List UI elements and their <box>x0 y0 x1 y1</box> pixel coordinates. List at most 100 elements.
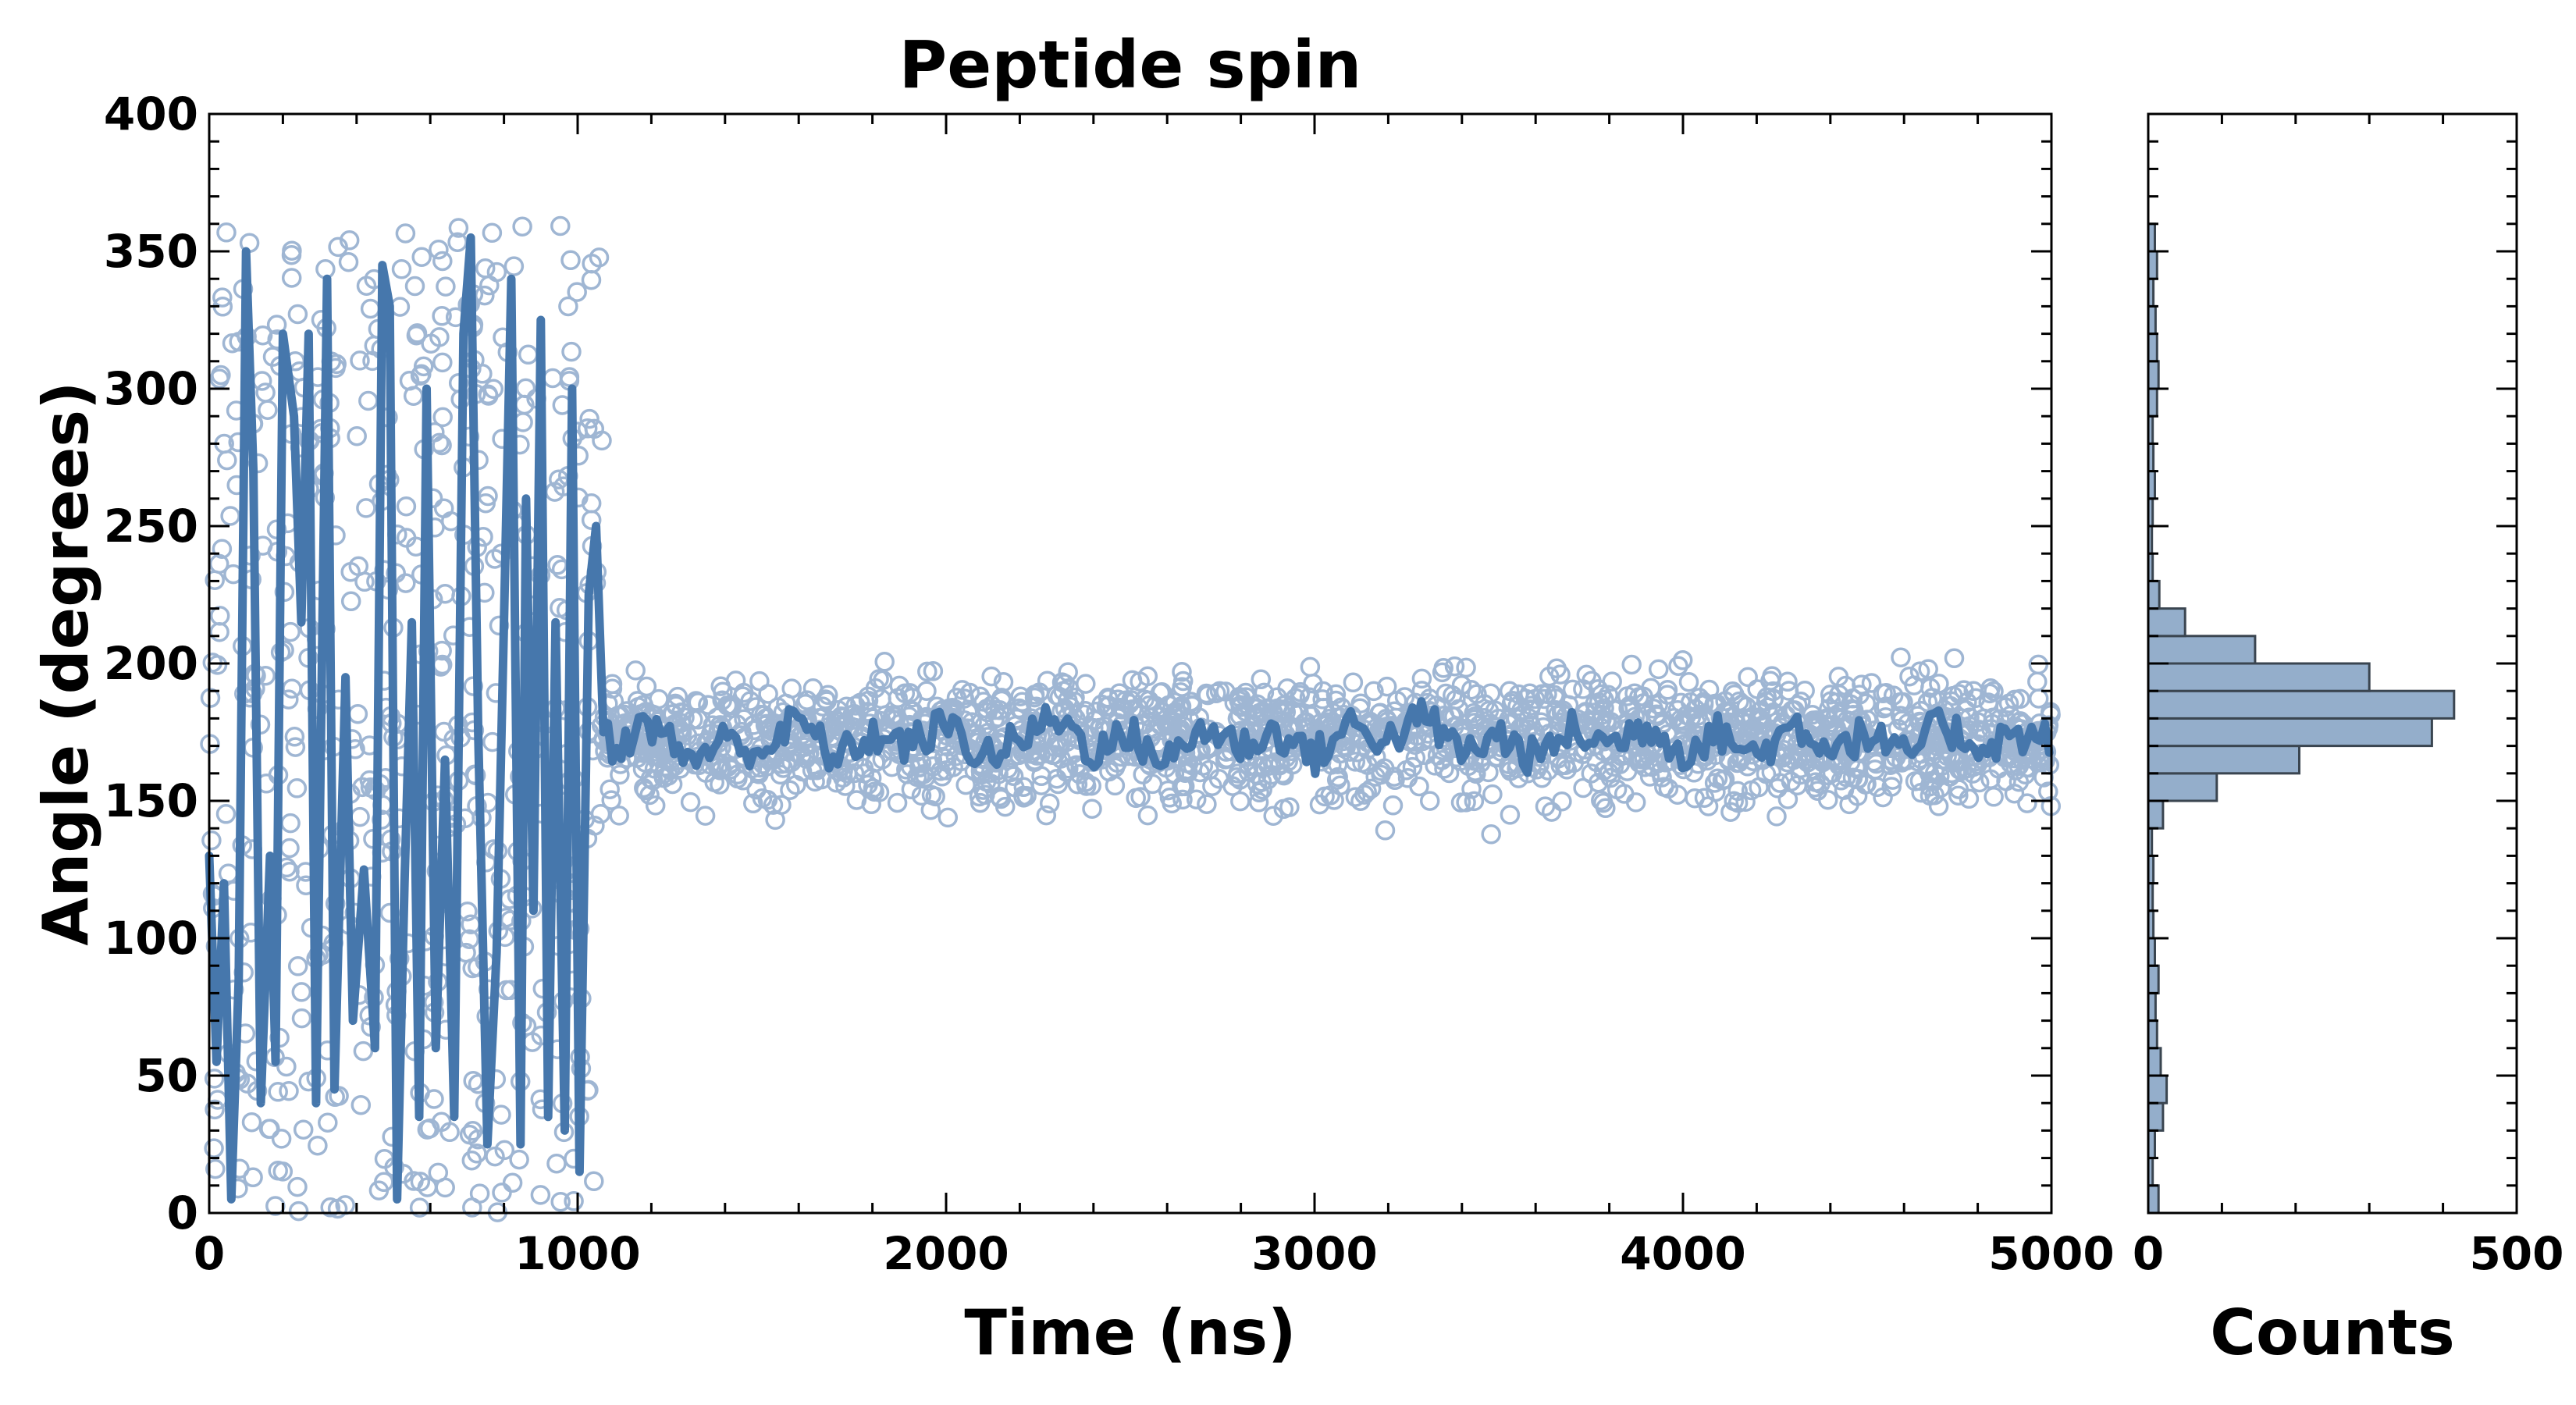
scatter-point <box>1013 777 1034 798</box>
scatter-point <box>1873 698 1894 719</box>
scatter-point <box>512 216 532 237</box>
scatter-point <box>1836 767 1856 788</box>
scatter-point <box>543 368 563 389</box>
scatter-point <box>432 352 453 373</box>
scatter-point <box>1464 791 1485 812</box>
smoothed-trace <box>205 233 2054 1204</box>
scatter-point <box>216 222 237 243</box>
scatter-point <box>2017 793 2037 813</box>
scatter-point <box>479 275 500 296</box>
scatter-point <box>1585 693 1605 714</box>
scatter-point <box>1251 669 1272 690</box>
scatter-point <box>291 1008 312 1029</box>
scatter-point <box>329 1086 349 1106</box>
scatter-point <box>340 591 361 612</box>
scatter-point <box>740 691 760 711</box>
scatter-point <box>850 692 870 713</box>
scatter-point <box>201 830 222 851</box>
scatter-point <box>208 1090 228 1110</box>
scatter-point <box>1849 685 1870 705</box>
scatter-point <box>728 768 748 789</box>
scatter-point <box>938 807 959 828</box>
scatter-point <box>1959 707 1980 727</box>
scatter-point <box>1039 793 1060 814</box>
histogram-bar <box>2147 387 2158 418</box>
scatter-point <box>1461 779 1482 799</box>
y-tick-label: 250 <box>104 500 198 553</box>
scatter-point <box>1883 685 1904 706</box>
scatter-point <box>601 790 621 810</box>
scatter-point <box>797 690 817 710</box>
scatter-point <box>719 695 740 716</box>
scatter-point <box>635 780 656 801</box>
scatter-point <box>347 425 367 446</box>
scatter-point <box>518 344 539 365</box>
histogram-bar <box>2147 689 2456 720</box>
main-plot-frame <box>208 112 2053 1215</box>
scatter-point <box>560 250 581 271</box>
scatter-point <box>1724 685 1745 705</box>
scatter-point <box>1248 792 1269 813</box>
scatter-point <box>399 371 420 391</box>
histogram-bar <box>2147 1101 2165 1132</box>
histogram-bar <box>2147 1074 2169 1104</box>
scatter-point <box>478 486 498 507</box>
scatter-point <box>258 400 278 420</box>
y-tick-label: 50 <box>135 1049 198 1102</box>
scatter-point <box>482 222 503 244</box>
scatter-point <box>328 237 348 258</box>
scatter-point <box>644 759 665 779</box>
scatter-point <box>1126 788 1146 809</box>
scatter-point <box>592 430 612 451</box>
scatter-point <box>1419 791 1440 811</box>
scatter-point <box>917 661 938 682</box>
scatter-point <box>636 676 657 697</box>
scatter-point <box>492 1183 512 1203</box>
scatter-point <box>837 763 858 784</box>
scatter-point <box>639 784 660 806</box>
scatter-point <box>550 215 571 237</box>
scatter-point <box>1272 763 1293 784</box>
scatter-point <box>1013 788 1034 808</box>
scatter-point <box>1402 756 1423 777</box>
scatter-point <box>347 703 368 724</box>
scatter-point <box>1150 682 1171 703</box>
histogram-x-axis-title: Counts <box>2210 1297 2454 1369</box>
x-tick-label: 5000 <box>1988 1227 2114 1280</box>
scatter-point <box>1350 791 1371 811</box>
scatter-point <box>1343 672 1364 693</box>
scatter-point <box>432 435 452 456</box>
scatter-point <box>1617 686 1638 706</box>
scatter-point <box>889 675 909 696</box>
x-tick-label: 3000 <box>1251 1227 1377 1280</box>
scatter-point <box>1197 794 1217 814</box>
scatter-point <box>1948 785 1969 806</box>
scatter-point <box>1386 691 1407 711</box>
scatter-point <box>209 606 230 626</box>
scatter-point <box>1778 681 1799 701</box>
scatter-point <box>282 678 302 699</box>
scatter-point <box>1735 791 1756 812</box>
scatter-point <box>980 774 1001 794</box>
scatter-point <box>1930 766 1950 786</box>
scatter-point <box>1162 793 1182 814</box>
histogram-axis-ticks: 0 500 <box>2133 112 2564 1280</box>
scatter-point <box>1500 805 1521 825</box>
scatter-point <box>212 539 233 559</box>
scatter-point <box>1867 777 1888 798</box>
hist-x-tick-label: 500 <box>2469 1227 2564 1280</box>
scatter-point <box>1875 707 1896 727</box>
scatter-point <box>811 769 832 790</box>
scatter-point <box>447 232 468 252</box>
y-tick-label: 300 <box>104 362 198 415</box>
x-tick-label: 4000 <box>1620 1227 1745 1280</box>
y-tick-label: 100 <box>104 912 198 965</box>
scatter-point <box>429 327 450 347</box>
scatter-point <box>1226 767 1247 788</box>
scatter-point <box>600 779 620 799</box>
scatter-point <box>1634 749 1654 769</box>
scatter-point <box>350 350 370 371</box>
scatter-point <box>241 1112 262 1133</box>
scatter-point <box>1172 776 1192 797</box>
y-tick-label: 0 <box>167 1186 198 1240</box>
